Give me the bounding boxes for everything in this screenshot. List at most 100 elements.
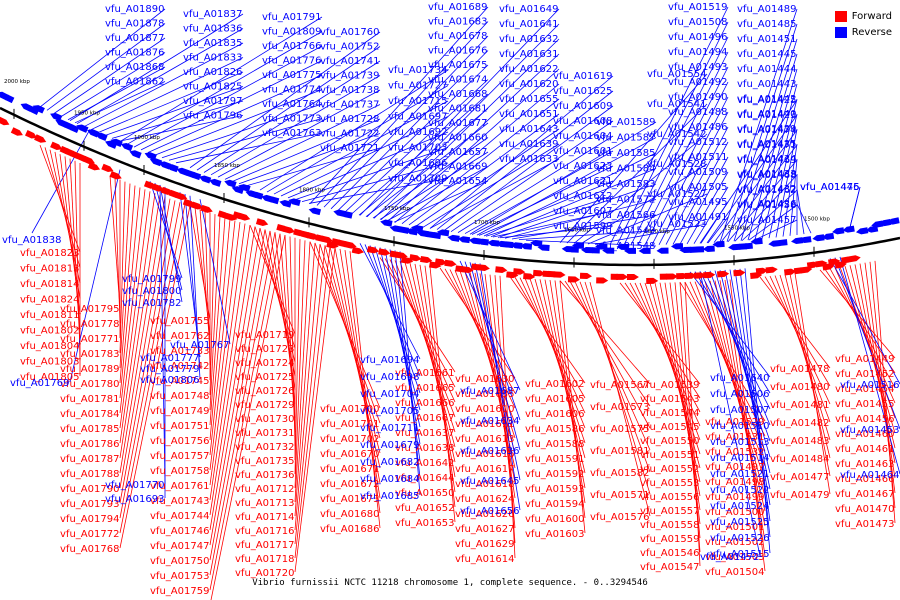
gene-label: vfu_A01768 (60, 544, 119, 555)
leader-line (450, 120, 614, 232)
leader-line (539, 279, 586, 474)
leader-line (309, 6, 489, 204)
gene-label: vfu_A01471 (737, 140, 796, 151)
leader-line (485, 195, 614, 237)
reverse-gene-arrow (457, 236, 471, 244)
legend-reverse: Reverse (834, 24, 892, 40)
gene-label: vfu_A01582 (590, 468, 649, 479)
gene-label: vfu_A01796 (183, 111, 242, 122)
reverse-gene-arrow (879, 218, 892, 227)
leader-line (478, 180, 614, 236)
reverse-gene-arrow (250, 191, 264, 200)
gene-label: vfu_A01671 (320, 464, 379, 475)
leader-line (761, 98, 798, 239)
gene-label: vfu_A01575 (590, 424, 649, 435)
reverse-gene-arrow (380, 219, 393, 227)
leader-line (189, 195, 201, 380)
gene-label: vfu_A01791 (262, 12, 321, 23)
reverse-gene-arrow (537, 244, 550, 252)
gene-label: vfu_A01682 (360, 457, 419, 468)
forward-gene-arrow (523, 273, 536, 280)
gene-label: vfu_A01494 (668, 47, 727, 58)
gene-label: vfu_A01698 (360, 372, 419, 383)
gene-label: vfu_A01679 (360, 440, 419, 451)
reverse-gene-arrow (572, 242, 585, 249)
reverse-gene-arrow (308, 207, 322, 216)
gene-label: vfu_A01675 (428, 60, 487, 71)
forward-gene-arrow (684, 272, 697, 280)
leader-line (119, 198, 171, 489)
leader-line (544, 279, 586, 489)
gene-label: vfu_A01744 (150, 511, 209, 522)
gene-label: vfu_A01716 (235, 526, 294, 537)
gene-label: vfu_A01762 (150, 331, 209, 342)
forward-gene-arrow (765, 266, 778, 274)
gene-label: vfu_A01721 (320, 143, 379, 154)
gene-label: vfu_A01446 (800, 182, 859, 193)
leader-line (399, 251, 421, 496)
leader-line (387, 68, 560, 222)
gene-label: vfu_A01800 (122, 286, 181, 297)
leader-line (203, 60, 381, 173)
leader-line (658, 111, 729, 245)
reverse-gene-arrow (530, 240, 543, 247)
gene-arrows (0, 91, 900, 284)
leader-line (266, 85, 449, 193)
gene-label: vfu_A01756 (150, 436, 209, 447)
leader-line (499, 275, 516, 559)
gene-label: vfu_A01620 (499, 79, 558, 90)
scale-tick-label: 1800 kbp (299, 187, 325, 193)
leader-line (518, 230, 657, 241)
gene-label: vfu_A01440 (737, 109, 796, 120)
gene-label: vfu_A01720 (235, 568, 294, 579)
reverse-gene-arrow (476, 238, 489, 246)
leader-line (729, 269, 771, 506)
gene-label: vfu_A01794 (60, 514, 119, 525)
gene-label: vfu_A01725 (235, 372, 294, 383)
gene-label: vfu_A01700 (320, 404, 379, 415)
leader-line (254, 226, 296, 349)
gene-label: vfu_A01567 (590, 380, 649, 391)
leader-line (457, 135, 614, 233)
forward-gene-arrow (616, 273, 629, 280)
gene-label: vfu_A01627 (455, 524, 514, 535)
legend-forward: Forward (834, 8, 892, 24)
leader-line (422, 143, 560, 228)
leader-line (199, 199, 231, 345)
forward-gene-arrow (200, 204, 213, 213)
leader-line (294, 241, 311, 503)
reverse-gene-arrow (712, 240, 725, 248)
leader-line (259, 69, 449, 191)
leader-line (339, 248, 381, 499)
gene-label: vfu_A01618 (455, 479, 514, 490)
forward-gene-arrow (109, 171, 122, 180)
gene-label: vfu_A01737 (320, 100, 379, 111)
leader-line (733, 38, 798, 242)
gene-label: vfu_A01739 (320, 71, 379, 82)
reverse-gene-arrow (67, 124, 80, 133)
gene-label: vfu_A01585 (596, 148, 655, 159)
forward-gene-arrow (255, 218, 269, 227)
gene-label: vfu_A01522 (710, 485, 769, 496)
gene-label: vfu_A01760 (320, 27, 379, 38)
scale-tick-label: 1700 kbp (474, 220, 500, 226)
leader-line (424, 265, 456, 508)
gene-label: vfu_A01614 (455, 554, 514, 565)
gene-label: vfu_A01489 (737, 4, 796, 15)
forward-gene-arrow (848, 255, 861, 263)
gene-label: vfu_A01623 (553, 161, 612, 172)
reverse-gene-arrow (581, 246, 594, 254)
gene-label: vfu_A01586 (525, 424, 584, 435)
reverse-gene-arrow (110, 138, 123, 148)
gene-label: vfu_A01713 (235, 498, 294, 509)
reverse-gene-arrow (616, 243, 629, 250)
gene-label: vfu_A01639 (499, 139, 558, 150)
forward-gene-arrow (665, 273, 678, 280)
gene-label: vfu_A01581 (590, 446, 649, 457)
reverse-gene-arrow (791, 237, 804, 245)
forward-gene-arrow (10, 127, 23, 136)
gene-label: vfu_A01464 (840, 470, 899, 481)
gene-label: vfu_A01576 (590, 512, 649, 523)
gene-label: vfu_A01543 (640, 394, 699, 405)
gene-label: vfu_A01811 (20, 310, 79, 321)
